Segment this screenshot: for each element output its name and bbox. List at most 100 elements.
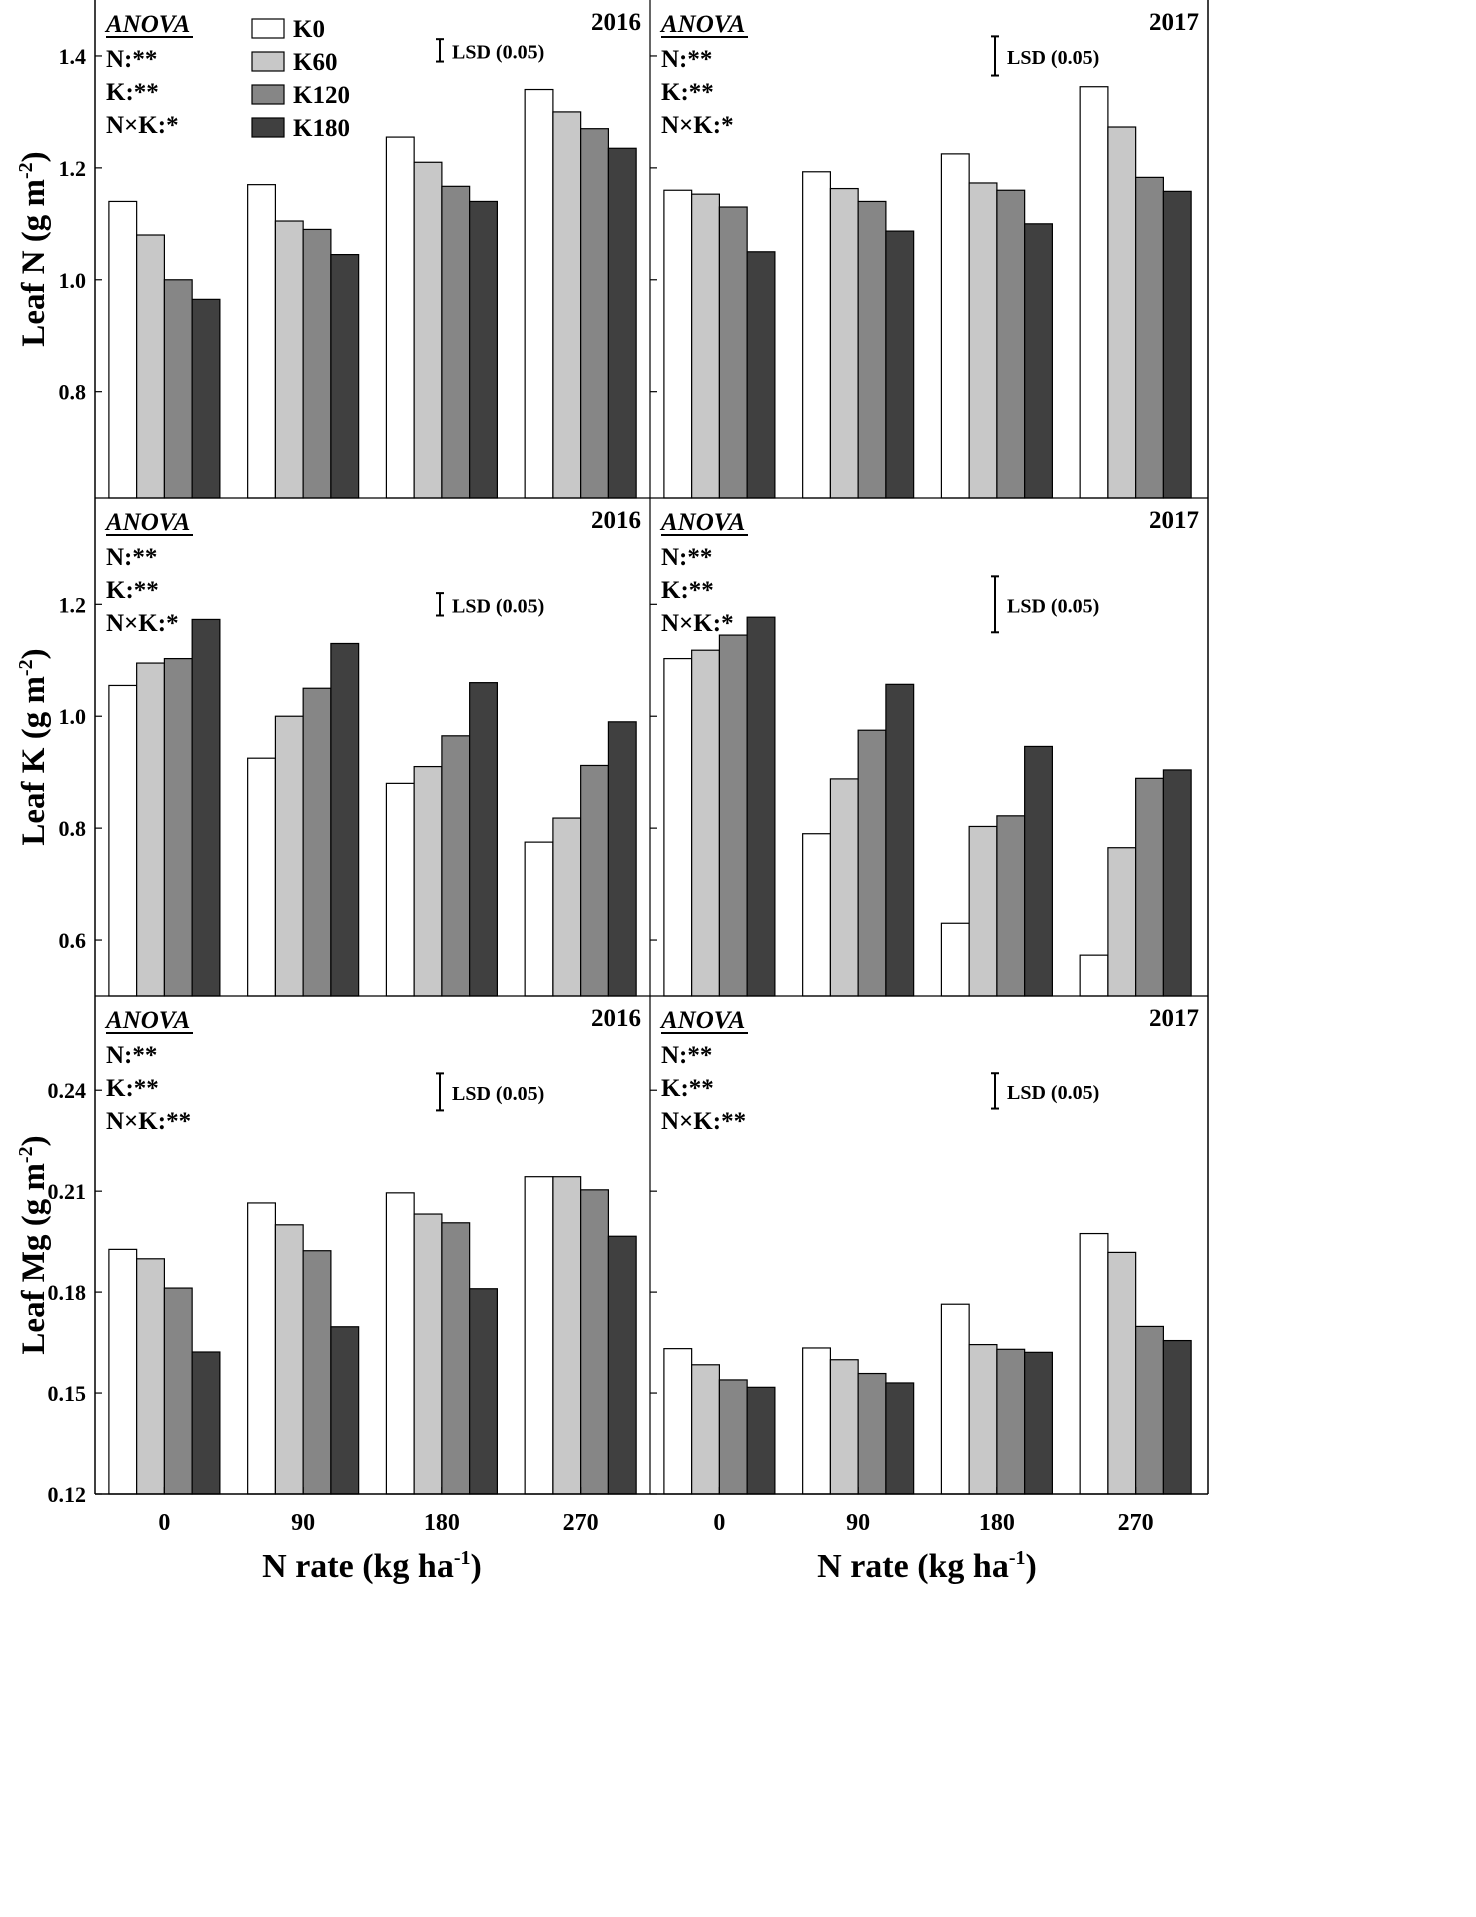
y-axis-title: Leaf N (g m-2) xyxy=(15,151,52,346)
bar-k60-n180 xyxy=(413,161,443,499)
bar-k120-n180 xyxy=(441,1222,471,1495)
bar-k120-n180 xyxy=(996,1348,1026,1495)
anova-heading: ANOVA xyxy=(659,509,745,536)
bar-k0-n0 xyxy=(108,1248,138,1495)
y-tick-label: 0.24 xyxy=(48,1078,87,1103)
bar-k60-n180 xyxy=(968,182,998,499)
y-tick-label: 1.2 xyxy=(59,592,87,617)
bar-k60-n180 xyxy=(968,825,998,997)
bar-k120-n0 xyxy=(163,1287,193,1495)
y-tick-label: 0.8 xyxy=(59,380,87,405)
lsd-label: LSD (0.05) xyxy=(1007,1082,1099,1104)
anova-heading: ANOVA xyxy=(104,1007,190,1034)
year-label: 2016 xyxy=(591,1005,641,1032)
bar-k180-n0 xyxy=(746,1386,776,1495)
bar-k180-n90 xyxy=(885,683,915,997)
anova-line: N×K:** xyxy=(661,1108,746,1135)
bar-k180-n0 xyxy=(746,616,776,997)
plot-area: 0.8 1.0 1.2 1.4 ANOVA N:** K:** N×K:* 2016 LSD (0… xyxy=(48,0,1209,1507)
x-axis-title: N rate (kg ha-1) xyxy=(262,1547,482,1585)
anova-line: K:** xyxy=(661,1075,714,1102)
anova-line: N:** xyxy=(661,1042,712,1069)
y-tick-label: 0.12 xyxy=(48,1482,87,1507)
bar-k180-n270 xyxy=(1162,769,1192,997)
bar-k60-n270 xyxy=(1107,126,1137,499)
anova-line: N:** xyxy=(661,544,712,571)
bar-k180-n90 xyxy=(885,1382,915,1495)
bar-k180-n90 xyxy=(330,253,360,499)
bar-k0-n180 xyxy=(940,1303,970,1495)
legend-label-k180: K180 xyxy=(293,115,350,142)
bar-k0-n180 xyxy=(940,153,970,499)
y-tick-label: 1.0 xyxy=(59,704,87,729)
bar-k60-n0 xyxy=(691,649,721,997)
bar-k120-n180 xyxy=(996,189,1026,499)
bar-k60-n180 xyxy=(413,765,443,997)
bar-k120-n270 xyxy=(1135,176,1165,499)
year-label: 2016 xyxy=(591,9,641,36)
bar-k0-n0 xyxy=(108,200,138,499)
bar-k120-n90 xyxy=(857,200,887,499)
y-tick-label: 0.6 xyxy=(59,928,87,953)
bar-k120-n0 xyxy=(163,279,193,499)
y-axis-title: Leaf Mg (g m-2) xyxy=(15,1135,52,1354)
anova-heading: ANOVA xyxy=(104,509,190,536)
year-label: 2017 xyxy=(1149,1005,1199,1032)
x-tick-label: 90 xyxy=(291,1510,315,1536)
bar-k60-n270 xyxy=(552,111,582,499)
bar-k60-n180 xyxy=(968,1343,998,1495)
y-tick-label: 1.0 xyxy=(59,268,87,293)
bar-k0-n270 xyxy=(524,841,554,997)
y-tick-label: 0.15 xyxy=(48,1381,87,1406)
bar-k180-n0 xyxy=(746,251,776,499)
anova-line: N:** xyxy=(106,544,157,571)
bar-k120-n0 xyxy=(163,657,193,997)
bar-k0-n90 xyxy=(247,184,276,499)
bar-k180-n270 xyxy=(607,1235,637,1495)
bar-k60-n180 xyxy=(413,1213,443,1495)
anova-line: N:** xyxy=(661,46,712,73)
lsd-label: LSD (0.05) xyxy=(1007,47,1099,69)
legend-swatch-k180 xyxy=(251,117,285,138)
bar-k180-n270 xyxy=(607,147,637,499)
anova-line: N:** xyxy=(106,1042,157,1069)
bar-k60-n90 xyxy=(274,1224,304,1495)
bar-k120-n270 xyxy=(1135,777,1165,997)
anova-line: K:** xyxy=(106,1075,159,1102)
bar-k60-n90 xyxy=(274,220,304,499)
bar-k180-n0 xyxy=(191,298,221,499)
lsd-label: LSD (0.05) xyxy=(452,595,544,617)
bar-k0-n270 xyxy=(1079,1232,1109,1495)
bar-k120-n270 xyxy=(580,764,610,997)
y-tick-label: 0.18 xyxy=(48,1280,87,1305)
bar-k120-n90 xyxy=(857,729,887,997)
y-tick-label: 1.4 xyxy=(59,44,87,69)
bar-k120-n180 xyxy=(441,735,471,997)
bar-k120-n270 xyxy=(1135,1325,1165,1495)
bar-k180-n180 xyxy=(469,200,498,499)
bar-k120-n90 xyxy=(857,1372,887,1495)
bar-k120-n0 xyxy=(718,1379,748,1495)
x-tick-label: 0 xyxy=(158,1510,170,1536)
anova-line: K:** xyxy=(661,79,714,106)
bar-k60-n0 xyxy=(691,193,721,499)
legend-swatch-k60 xyxy=(251,51,285,72)
bar-k120-n0 xyxy=(718,634,748,997)
bar-k0-n90 xyxy=(802,1347,832,1495)
anova-line: N×K:* xyxy=(661,610,734,637)
bar-k0-n90 xyxy=(802,833,832,997)
x-tick-label: 270 xyxy=(1118,1510,1154,1536)
bar-k0-n0 xyxy=(663,657,693,997)
x-tick-label: 0 xyxy=(713,1510,725,1536)
year-label: 2017 xyxy=(1149,507,1199,534)
legend-label-k0: K0 xyxy=(293,16,325,43)
lsd-label: LSD (0.05) xyxy=(452,1083,544,1105)
bar-k180-n0 xyxy=(191,1351,221,1495)
x-tick-label: 270 xyxy=(563,1510,599,1536)
x-tick-label: 180 xyxy=(979,1510,1015,1536)
bar-k120-n90 xyxy=(302,228,332,499)
anova-line: K:** xyxy=(106,79,159,106)
bar-k60-n0 xyxy=(136,1258,165,1495)
bar-k60-n90 xyxy=(829,778,859,997)
